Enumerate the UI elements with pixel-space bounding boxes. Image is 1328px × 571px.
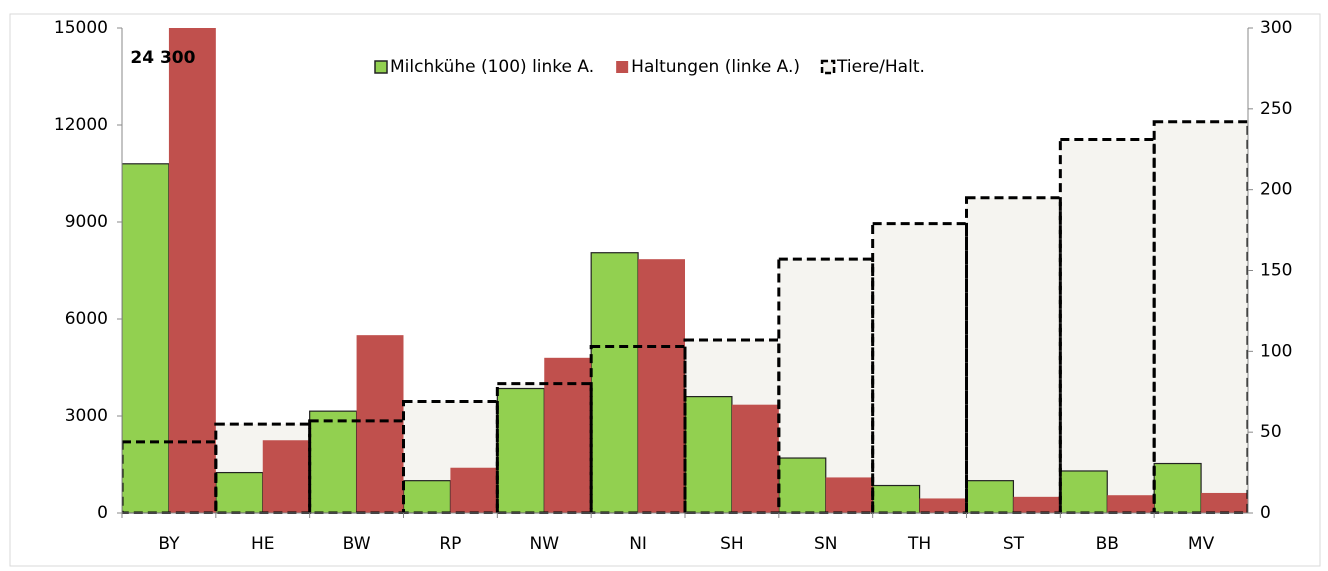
y-tick-label: 12000 [54,115,108,135]
legend-swatch [820,59,836,75]
y2-tick-label: 50 [1260,422,1282,442]
bar [778,457,827,514]
x-tick-label: BY [158,534,180,554]
x-tick-label: SN [814,534,838,554]
x-tick-label: MV [1188,534,1215,554]
area-outline [589,344,687,514]
area-step [1060,139,1155,514]
area-step [966,197,1061,513]
bar [590,252,639,514]
bar [919,498,967,513]
bar [1059,470,1108,514]
bar [544,357,592,513]
y2-tick-label: 100 [1260,341,1292,361]
x-tick-label: HE [251,534,275,554]
bar [309,410,358,514]
y2-tick-label: 150 [1260,261,1292,281]
bar [356,335,404,513]
y2-tick-label: 300 [1260,18,1292,38]
x-tick-label: BW [343,534,371,554]
bar [450,467,498,513]
y-tick-label: 15000 [54,18,108,38]
legend-label: Milchkühe (100) linke A. [390,57,594,77]
legend-label: Tiere/Halt. [836,57,925,77]
y-tick-label: 6000 [65,309,108,329]
y-tick-label: 3000 [65,406,108,426]
area-step [872,223,967,513]
bar [1013,496,1061,513]
bar [1153,462,1202,514]
area-outline [1152,120,1248,514]
axes: 24 300 0 3000 6000 9000 12000 15000 0 50 100 150 20… [54,18,1293,554]
area-outline [1058,138,1156,514]
bar [496,387,545,514]
bar [638,259,685,513]
bar [402,480,452,514]
bar [965,480,1015,514]
chart-frame [9,13,1321,567]
y2-tick-label: 200 [1260,180,1292,200]
y-tick-label: 0 [97,503,108,523]
value-label: 24 300 [130,48,195,68]
area-step [1154,121,1248,514]
legend-swatch [374,60,388,74]
bar [731,404,779,513]
x-tick-label: NW [529,534,559,554]
bar [1107,495,1155,513]
y2-tick-label: 250 [1260,99,1292,119]
bar [168,28,216,513]
bar [684,396,733,514]
y-tick-label: 9000 [65,212,108,232]
x-tick-label: SH [720,534,744,554]
y2-tick-label: 0 [1260,503,1271,523]
bar [122,163,170,514]
x-tick-label: RP [439,534,461,554]
bar [1201,492,1248,513]
legend-label: Haltungen (linke A.) [631,57,800,77]
x-tick-label: NI [629,534,647,554]
bar [262,440,310,513]
legend-swatch [616,61,629,73]
bar [872,484,921,514]
x-tick-label: ST [1003,534,1025,554]
x-tick-label: TH [907,534,931,554]
x-tick-label: BB [1096,534,1119,554]
bar [215,471,264,514]
bar [825,477,873,513]
